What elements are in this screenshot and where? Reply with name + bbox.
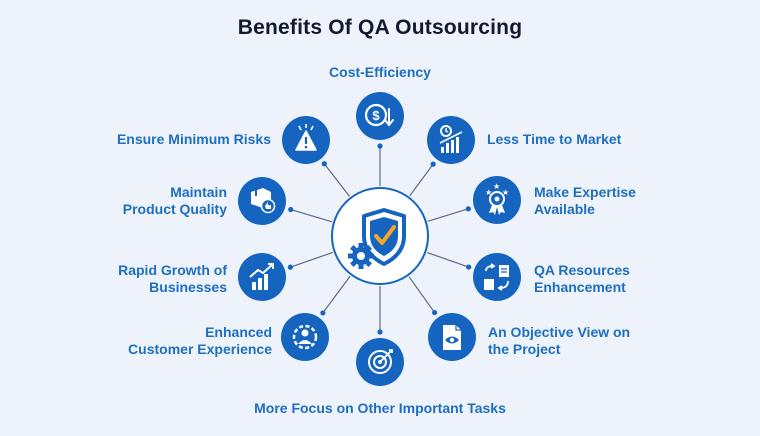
connector-line [426,251,469,268]
node-more-focus [356,338,404,386]
growth-chart-icon [249,263,274,290]
box-thumbs-up-icon [251,188,276,214]
connector-line [427,208,469,222]
connector-dot [466,264,472,270]
label-cost-efficiency: Cost-Efficiency [329,64,431,80]
connector-line [290,251,333,268]
connector-dot [377,329,383,335]
connector-line [290,208,333,223]
connector-dot [320,310,326,316]
label-enhanced-customer-experience: Enhanced Customer Experience [128,324,272,357]
customer-gear-icon [292,324,318,350]
svg-text:★: ★ [493,182,500,191]
document-eye-icon [443,325,461,350]
connector-line [408,276,436,313]
resource-exchange-icon [484,263,509,291]
node-cost-efficiency: $ [356,92,404,140]
node-enhanced-customer-experience [281,313,329,361]
label-ensure-minimum-risks: Ensure Minimum Risks [116,131,271,147]
node-make-expertise-available: ★ ★ ★ [473,176,521,224]
node-qa-resources-enhancement [473,253,521,301]
connector-dot [321,161,327,167]
node-less-time-to-market [427,116,475,164]
connector-dot [288,206,294,213]
connector-dot [377,143,383,149]
label-qa-resources-enhancement: QA Resources Enhancement [534,262,630,295]
target-icon [368,349,393,374]
clock-growth-chart-icon [439,125,463,153]
node-objective-view [428,313,476,361]
label-objective-view: An Objective View on the Project [488,324,631,357]
svg-text:$: $ [372,108,380,123]
connector-line [322,275,351,314]
center-hub [331,187,429,285]
label-more-focus: More Focus on Other Important Tasks [254,400,506,416]
connector-dot [431,309,438,316]
label-maintain-product-quality: Maintain Product Quality [122,184,227,217]
label-rapid-growth: Rapid Growth of Businesses [118,262,227,295]
connector-line [409,163,434,197]
warning-risk-icon [295,124,317,151]
connector-dot [465,206,471,212]
connector-dot [430,161,436,167]
node-rapid-growth [238,253,286,301]
node-maintain-product-quality [238,177,286,225]
node-ensure-minimum-risks [282,116,330,164]
award-badge-icon: ★ ★ ★ [485,182,509,215]
svg-text:★: ★ [485,188,492,197]
page-title: Benefits Of QA Outsourcing [237,16,523,39]
connector-dot [287,264,293,270]
label-make-expertise-available: Make Expertise Available [534,184,636,217]
label-less-time-to-market: Less Time to Market [487,131,622,147]
shield-check-gear-icon [348,208,406,269]
svg-text:★: ★ [502,188,509,197]
dollar-refund-icon: $ [364,103,394,127]
connector-line [323,163,350,197]
